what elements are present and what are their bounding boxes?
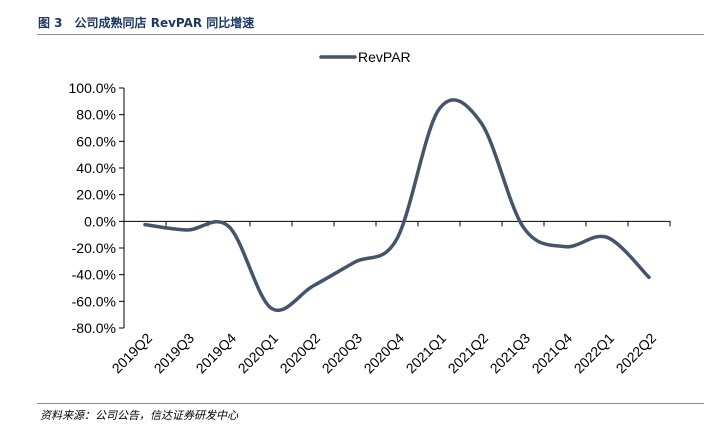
- data-point-2020q3: [353, 260, 357, 264]
- y-tick-label: 60.0%: [76, 133, 116, 149]
- y-tick-label: 80.0%: [76, 107, 116, 123]
- x-tick-label: 2019Q2: [109, 330, 156, 377]
- data-point-2020q2: [311, 284, 315, 288]
- data-point-2019q4: [227, 225, 231, 229]
- y-tick-label: -20.0%: [72, 240, 116, 256]
- y-axis-ticks: 100.0% 80.0% 60.0% 40.0% 20.0% 0.0% -20.0% -40.…: [69, 80, 124, 336]
- x-tick-label: 2020Q4: [361, 330, 408, 377]
- series-line-revpar: [143, 98, 651, 312]
- y-tick-label: -40.0%: [72, 267, 116, 283]
- data-point-2020q1: [269, 306, 273, 310]
- data-point-2021q2: [479, 121, 483, 125]
- y-tick-label: 40.0%: [76, 160, 116, 176]
- data-point-2019q3: [185, 228, 189, 232]
- data-point-2021q4: [563, 245, 567, 249]
- data-point-2021q3: [521, 225, 525, 229]
- x-tick-label: 2021Q1: [403, 330, 450, 377]
- y-tick-label: -80.0%: [72, 320, 116, 336]
- y-tick-label: 20.0%: [76, 187, 116, 203]
- legend-label-revpar: RevPAR: [358, 49, 411, 65]
- x-tick-label: 2021Q2: [445, 330, 492, 377]
- data-point-2021q1: [437, 107, 441, 111]
- data-point-2022q1: [605, 235, 609, 239]
- x-tick-label: 2022Q1: [571, 330, 618, 377]
- chart-legend: RevPAR: [319, 49, 411, 65]
- y-tick-label: 0.0%: [84, 213, 116, 229]
- top-rule: [37, 34, 704, 35]
- y-tick-label: -60.0%: [72, 293, 116, 309]
- x-tick-label: 2020Q2: [277, 330, 324, 377]
- x-tick-label: 2019Q4: [193, 330, 240, 377]
- x-tick-label: 2020Q3: [319, 330, 366, 377]
- data-point-2022q2: [647, 275, 651, 279]
- bottom-rule: [37, 403, 704, 404]
- x-tick-label: 2021Q3: [487, 330, 534, 377]
- y-tick-label: 100.0%: [69, 80, 116, 96]
- x-tick-label: 2022Q2: [613, 330, 660, 377]
- series-points-revpar: [143, 107, 651, 310]
- source-note: 资料来源：公司公告，信达证券研发中心: [40, 409, 238, 422]
- x-tick-label: 2021Q4: [529, 330, 576, 377]
- data-point-2020q4: [395, 237, 399, 241]
- figure-title: 图 3 公司成熟同店 RevPAR 同比增速: [38, 16, 255, 30]
- x-tick-label: 2019Q3: [151, 330, 198, 377]
- x-axis-ticks: 2019Q22019Q32019Q42020Q12020Q22020Q32020…: [109, 330, 660, 377]
- x-tick-label: 2020Q1: [235, 330, 282, 377]
- data-point-2019q2: [143, 223, 147, 227]
